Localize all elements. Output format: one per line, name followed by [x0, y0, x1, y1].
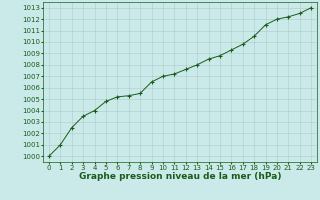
X-axis label: Graphe pression niveau de la mer (hPa): Graphe pression niveau de la mer (hPa)	[79, 172, 281, 181]
